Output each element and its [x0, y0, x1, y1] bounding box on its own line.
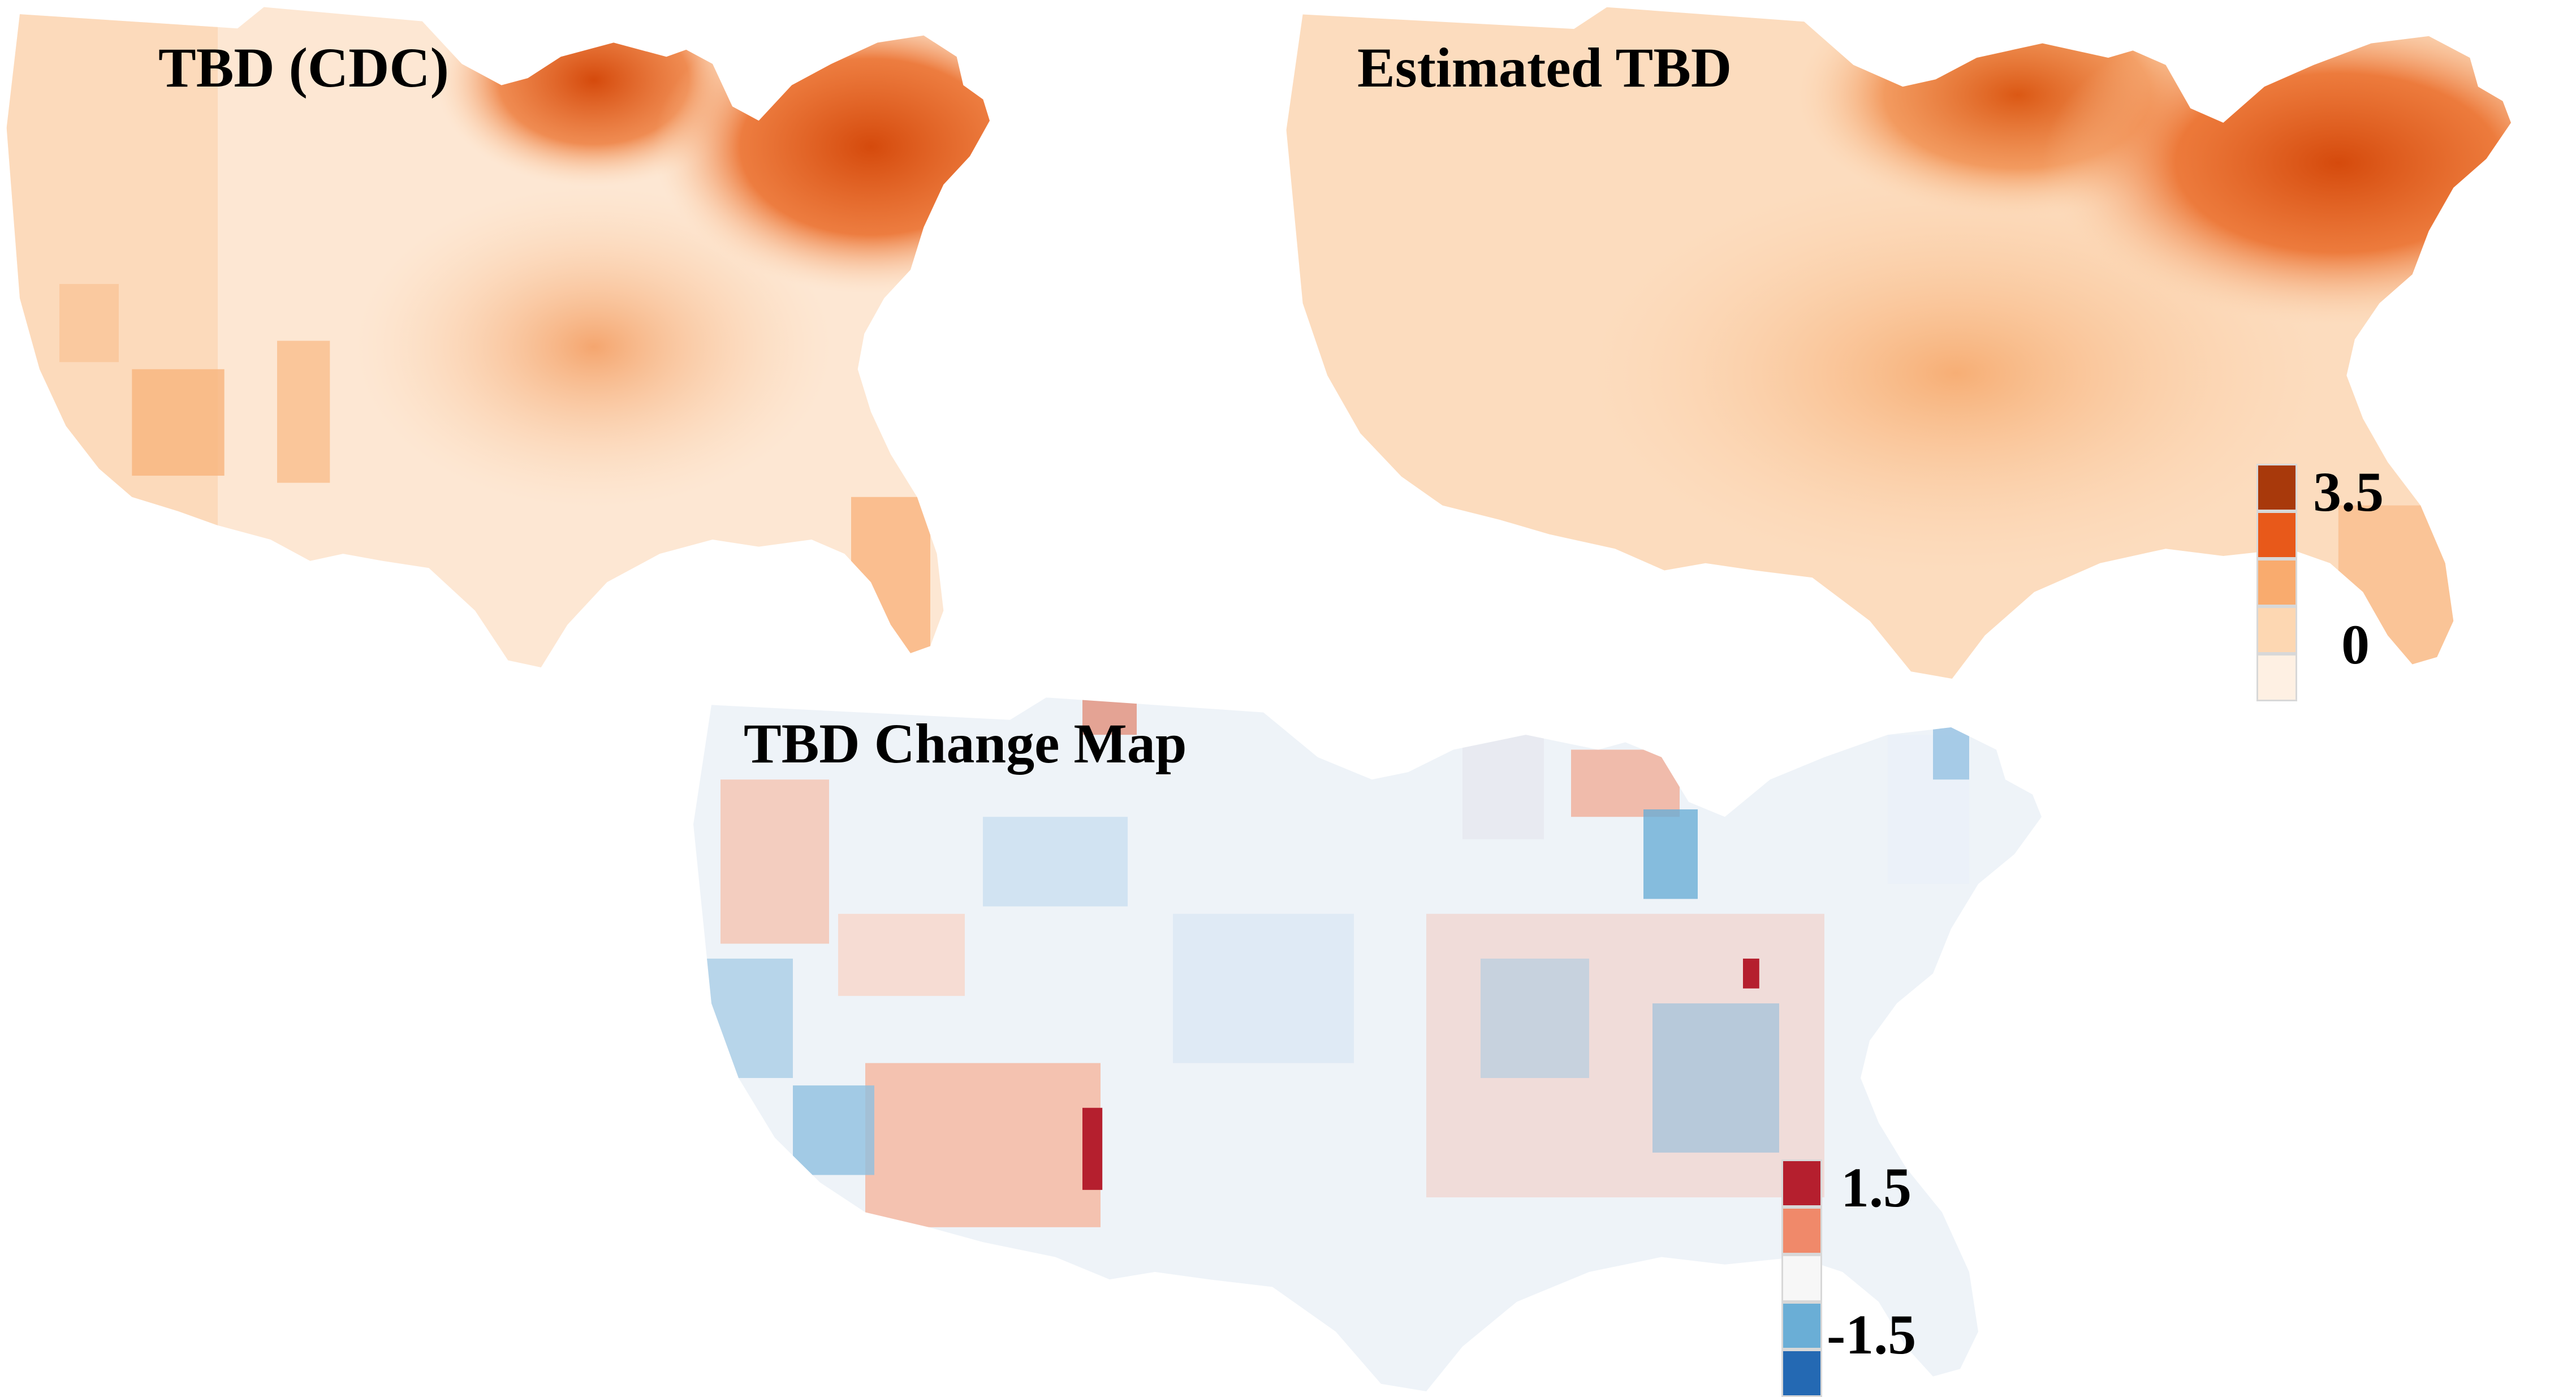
legend-change-min-label: -1.5	[1827, 1303, 1917, 1366]
legend-change-swatch-2	[1781, 1207, 1822, 1254]
legend-change-swatch-5	[1781, 1349, 1822, 1397]
legend-tbd-swatch-3	[2256, 559, 2297, 606]
legend-change-max-label: 1.5	[1841, 1156, 1911, 1219]
legend-tbd-max-label: 3.5	[2313, 460, 2384, 523]
map-panel-cdc: TBD (CDC)	[0, 0, 990, 667]
legend-change-swatch-3	[1781, 1254, 1822, 1302]
choropleth-map-change	[693, 697, 2042, 1391]
legend-tbd-swatch-4	[2256, 606, 2297, 654]
map-panel-change: TBD Change Map	[684, 690, 2042, 1391]
legend-change-swatch-4	[1781, 1302, 1822, 1349]
legend-change: 1.5 -1.5	[1781, 1156, 1985, 1397]
legend-tbd-swatch-5	[2256, 654, 2297, 701]
legend-tbd: 3.5 0	[2256, 460, 2437, 701]
legend-tbd-min-label: 0	[2341, 613, 2370, 676]
choropleth-map-cdc	[6, 7, 990, 667]
map-title-change: TBD Change Map	[744, 712, 1187, 775]
choropleth-map-estimated	[1286, 7, 2511, 679]
map-panel-estimated: Estimated TBD	[1278, 0, 2511, 679]
cdc-region-fills	[6, 7, 990, 667]
legend-change-swatch-1	[1781, 1159, 1822, 1207]
map-title-estimated: Estimated TBD	[1357, 36, 1732, 99]
map-title-cdc: TBD (CDC)	[158, 36, 449, 99]
legend-tbd-swatch-1	[2256, 464, 2297, 511]
legend-tbd-swatch-2	[2256, 511, 2297, 559]
